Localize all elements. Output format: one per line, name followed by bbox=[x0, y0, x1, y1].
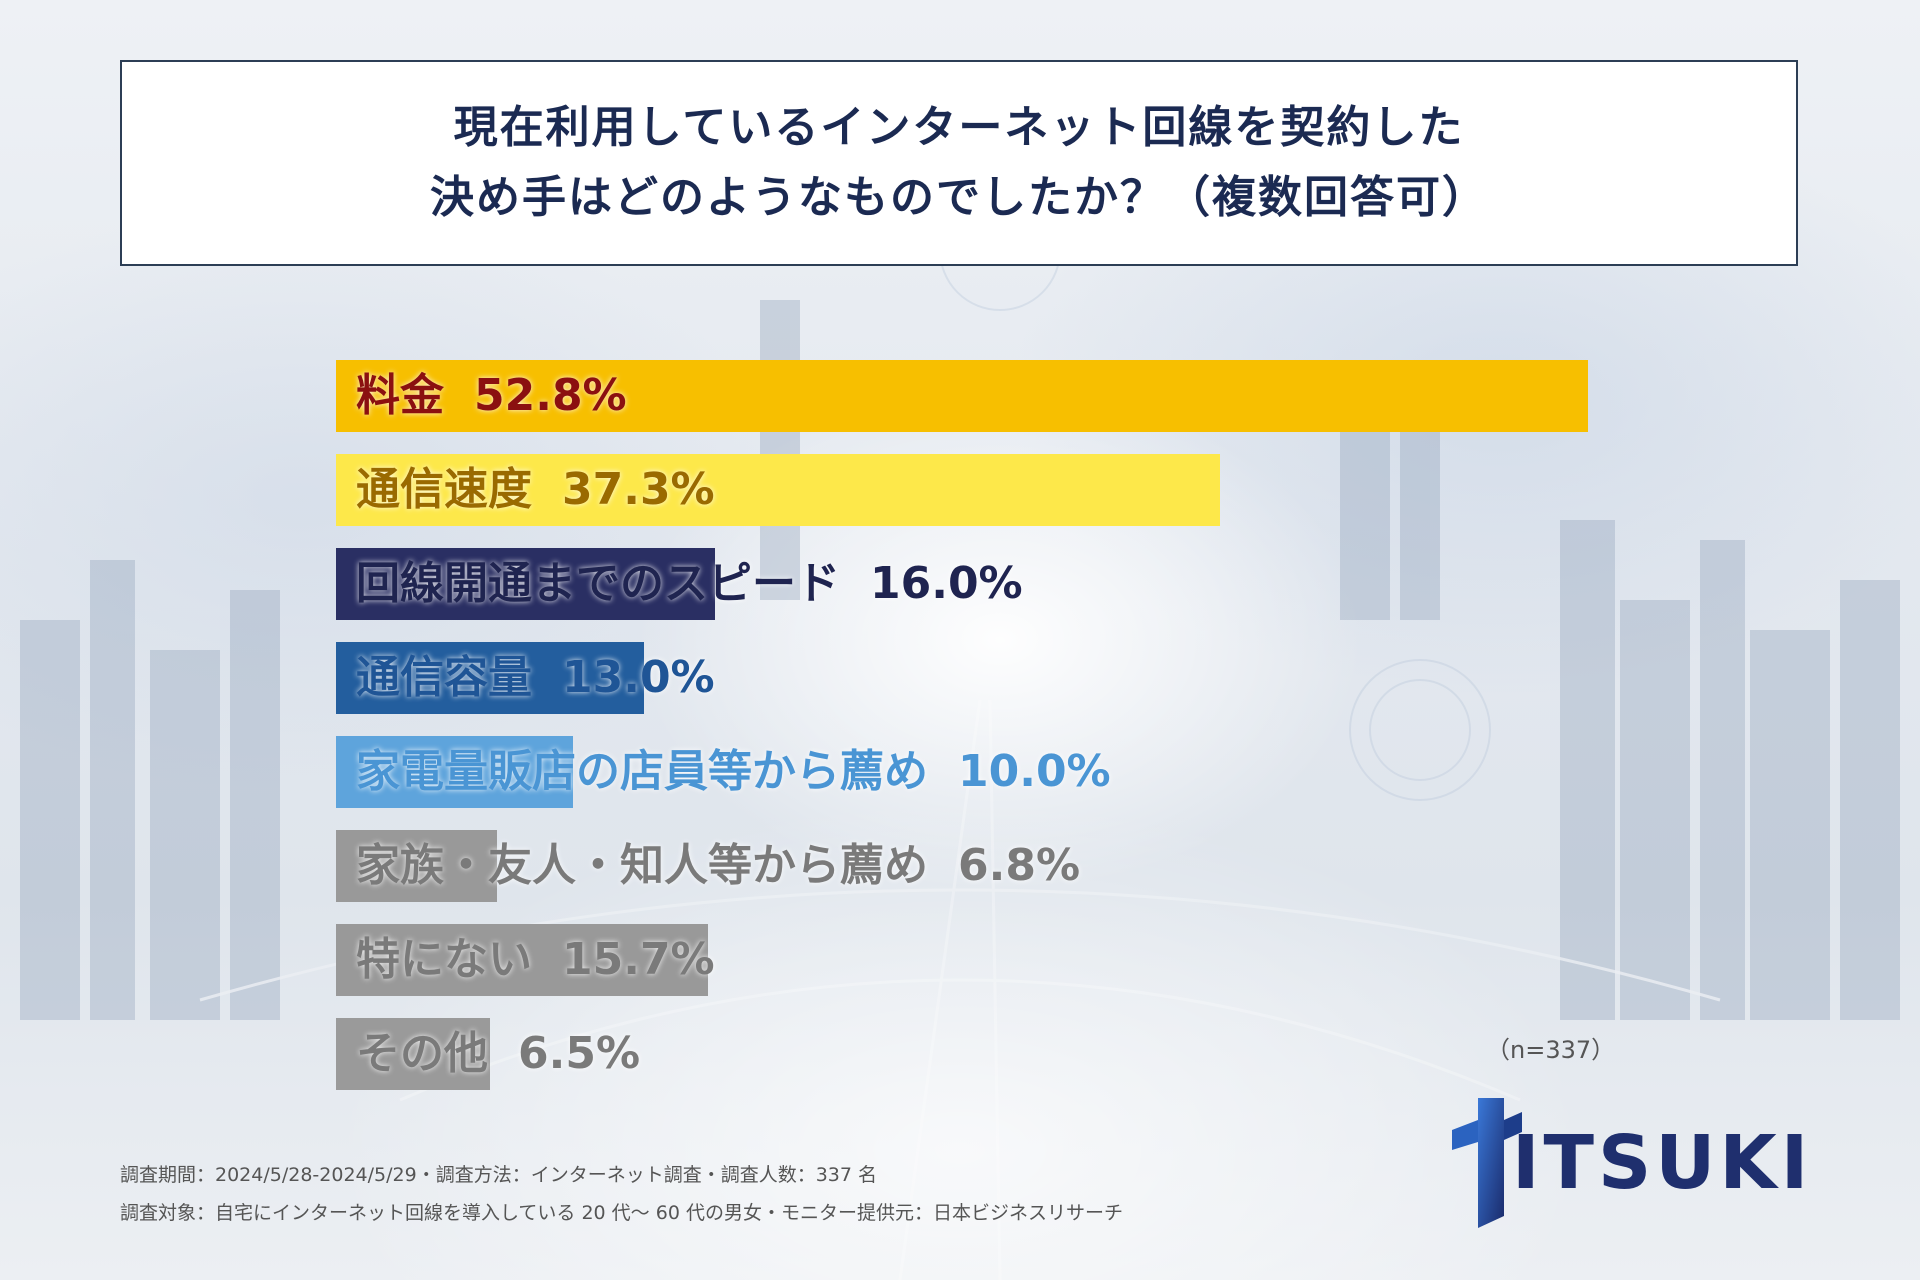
value-label: 37.3% bbox=[562, 464, 715, 515]
category-label: 家電量販店の店員等から薦め bbox=[356, 746, 928, 797]
bar-label-6: 家族・友人・知人等から薦め 6.8% bbox=[356, 830, 1080, 902]
bar-label-1: 料金 52.8% bbox=[356, 360, 627, 432]
bar-1 bbox=[336, 360, 1588, 432]
bar-label-8: その他 6.5% bbox=[356, 1018, 640, 1090]
bar-4 bbox=[336, 642, 644, 714]
value-label: 52.8% bbox=[474, 370, 627, 421]
bar-label-7: 特にない 15.7% bbox=[356, 924, 715, 996]
value-label: 15.7% bbox=[562, 934, 715, 985]
bar-label-5: 家電量販店の店員等から薦め 10.0% bbox=[356, 736, 1111, 808]
category-label: 特にない bbox=[356, 934, 532, 985]
sample-size-note: （n=337） bbox=[1486, 1036, 1616, 1064]
itsuki-logo-mark-icon bbox=[1452, 1098, 1522, 1228]
bar-7 bbox=[336, 924, 708, 996]
value-label: 10.0% bbox=[958, 746, 1111, 797]
chart-title-line-2: 決め手はどのようなものでしたか？（複数回答可） bbox=[430, 172, 1488, 223]
itsuki-logo: ITSUKI bbox=[1452, 1098, 1808, 1228]
bar-6 bbox=[336, 830, 497, 902]
value-label: 16.0% bbox=[870, 558, 1023, 609]
bar-label-4: 通信容量 13.0% bbox=[356, 642, 715, 714]
category-label: 通信容量 bbox=[356, 652, 532, 703]
value-label: 6.5% bbox=[518, 1028, 641, 1079]
bar-label-3: 回線開通までのスピード 16.0% bbox=[356, 548, 1023, 620]
bar-label-2: 通信速度 37.3% bbox=[356, 454, 715, 526]
category-label: その他 bbox=[356, 1028, 488, 1079]
value-label: 13.0% bbox=[562, 652, 715, 703]
survey-footnote-1: 調査期間：2024/5/28-2024/5/29・調査方法：インターネット調査・… bbox=[120, 1164, 878, 1186]
logo-text: ITSUKI bbox=[1512, 1120, 1813, 1206]
category-label: 家族・友人・知人等から薦め bbox=[356, 840, 928, 891]
category-label: 回線開通までのスピード bbox=[356, 558, 840, 609]
category-label: 通信速度 bbox=[356, 464, 532, 515]
chart-title-box: 現在利用しているインターネット回線を契約した 決め手はどのようなものでしたか？（… bbox=[120, 60, 1798, 266]
bar-8 bbox=[336, 1018, 490, 1090]
bar-2 bbox=[336, 454, 1220, 526]
category-label: 料金 bbox=[356, 370, 444, 421]
value-label: 6.8% bbox=[958, 840, 1081, 891]
survey-footnote-2: 調査対象：自宅にインターネット回線を導入している 20 代～ 60 代の男女・モ… bbox=[120, 1202, 1123, 1224]
bar-3 bbox=[336, 548, 715, 620]
chart-title-line-1: 現在利用しているインターネット回線を契約した bbox=[453, 102, 1465, 153]
bar-5 bbox=[336, 736, 573, 808]
